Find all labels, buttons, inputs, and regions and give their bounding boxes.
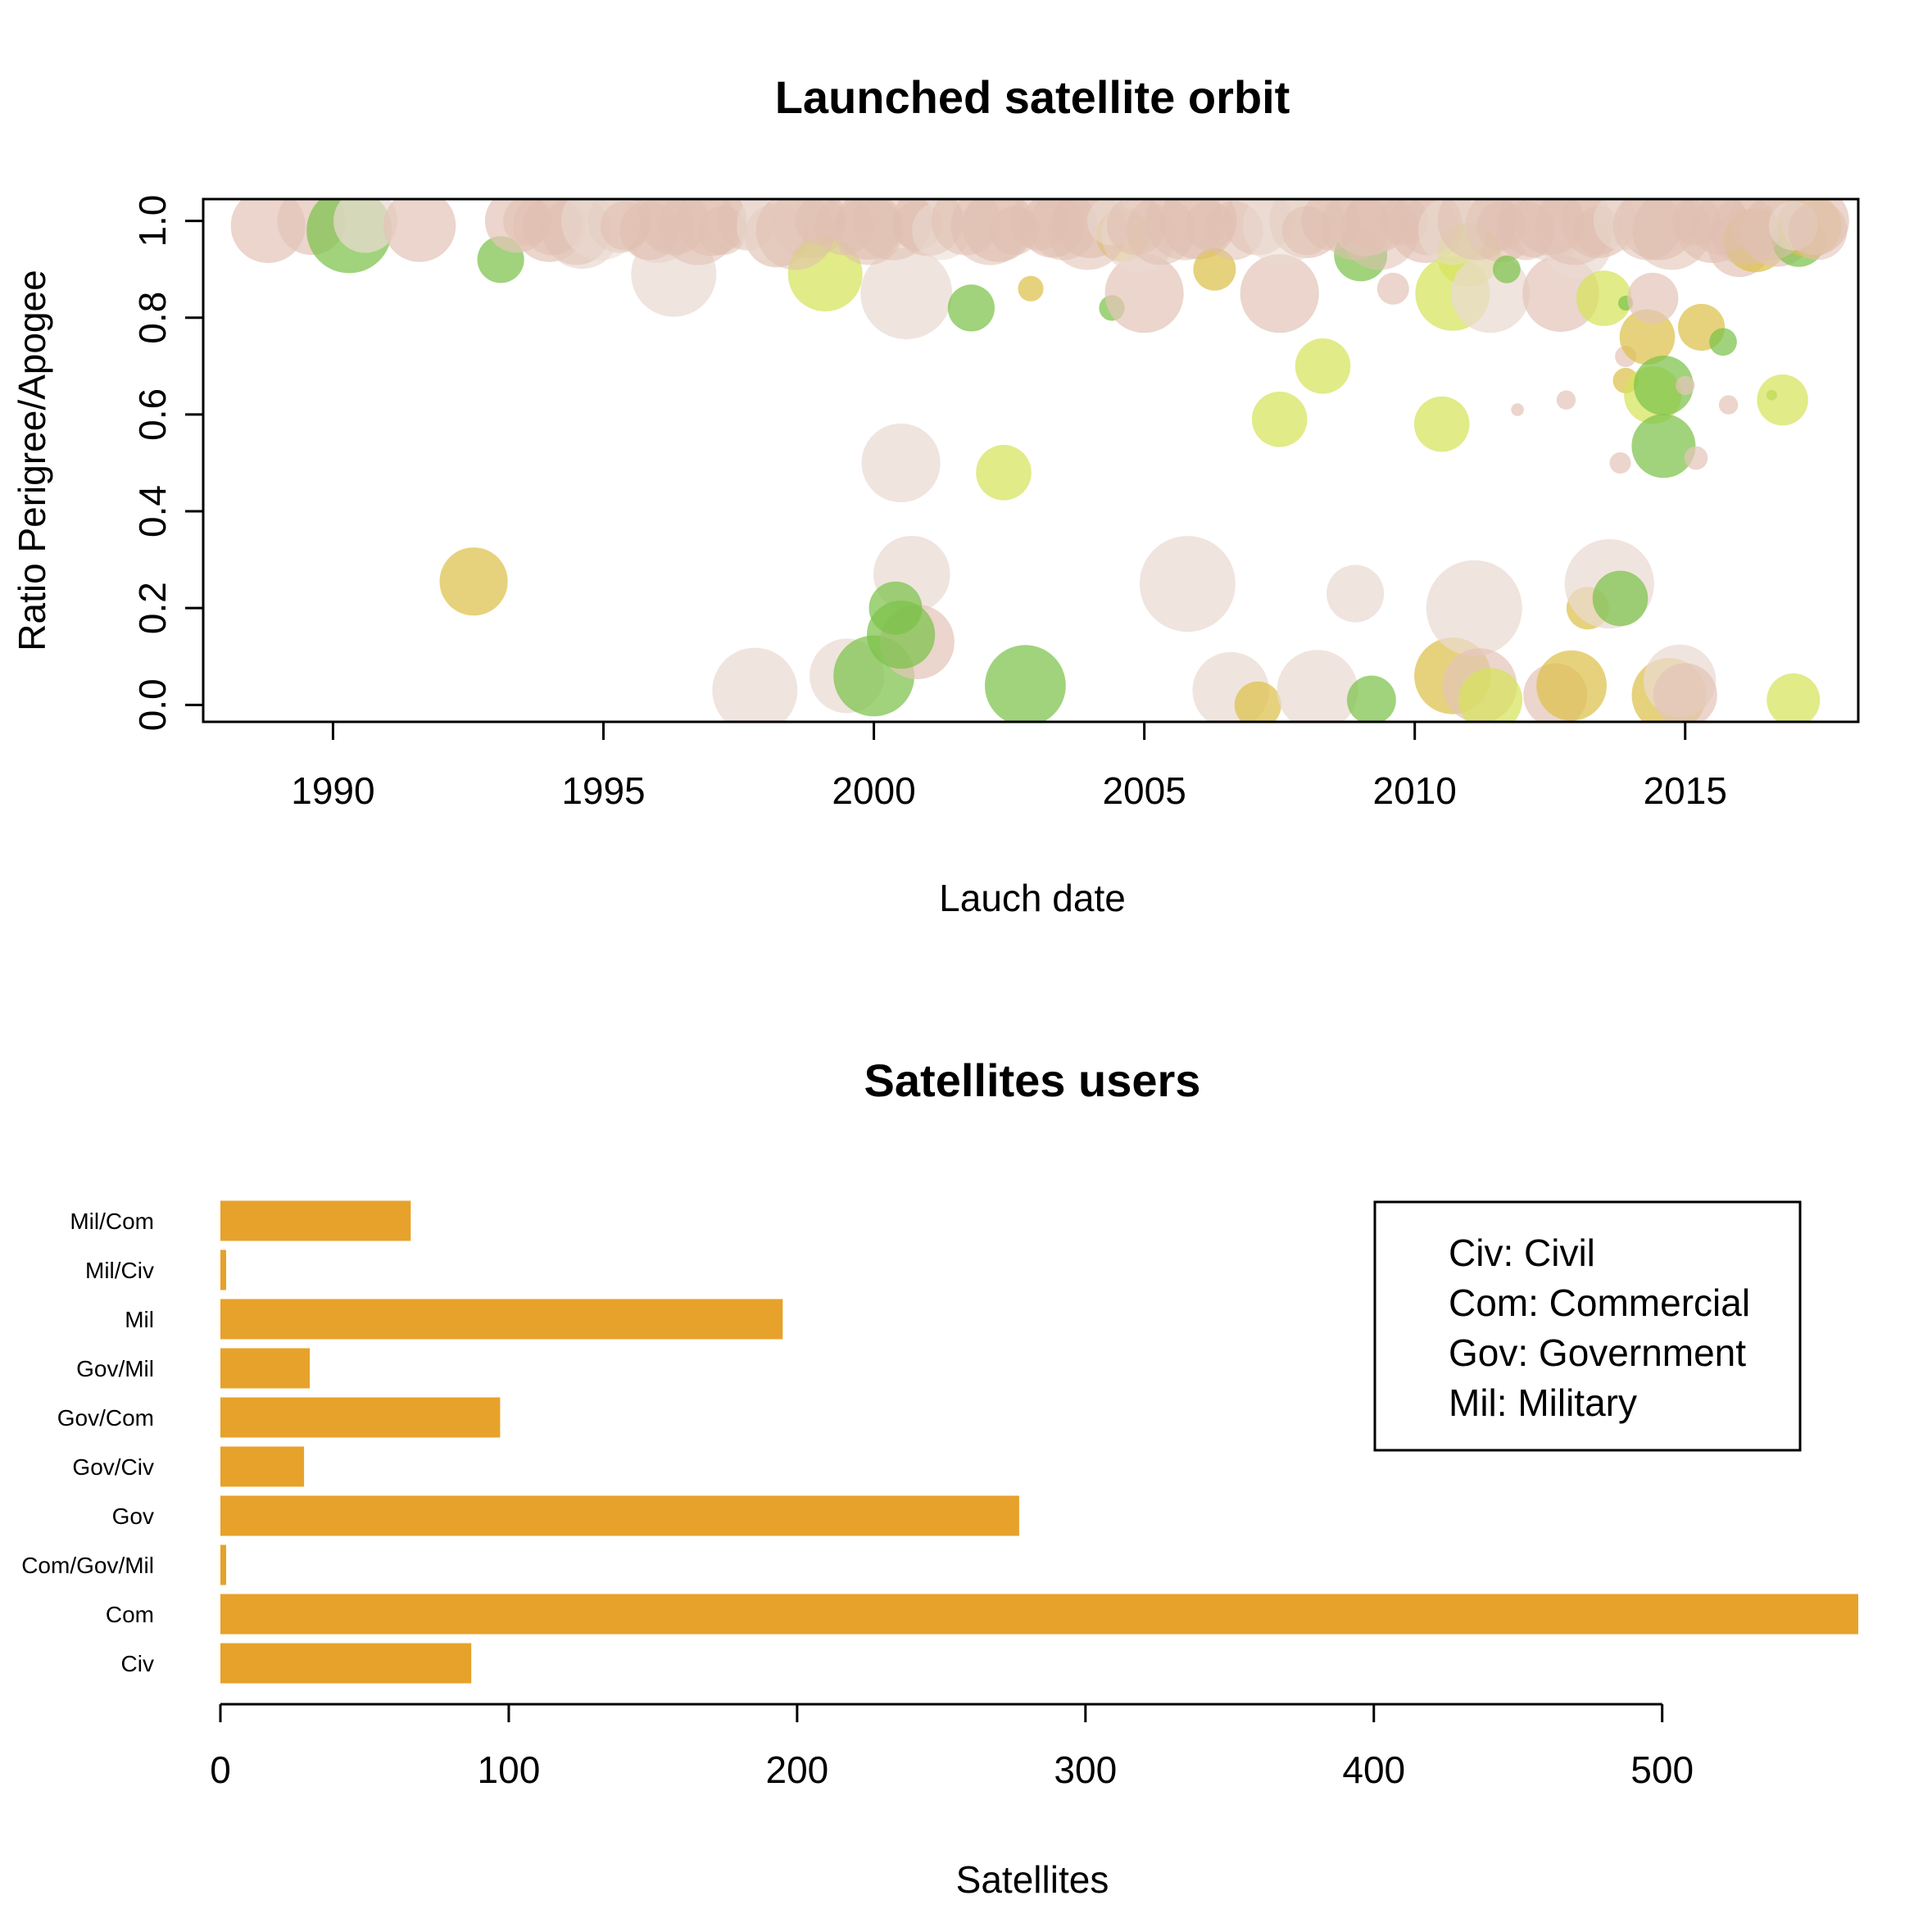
- x-tick-label: 500: [1630, 1748, 1694, 1791]
- scatter-point: [1788, 201, 1848, 261]
- bar: [220, 1495, 1019, 1536]
- scatter-point: [1556, 390, 1576, 410]
- legend-item: Mil: Military: [1449, 1381, 1637, 1424]
- category-label: Mil/Civ: [85, 1258, 154, 1283]
- x-tick-label: 200: [765, 1748, 828, 1791]
- scatter-points: [230, 199, 1849, 722]
- category-label: Gov: [112, 1503, 154, 1529]
- scatter-point: [1458, 668, 1523, 722]
- scatter-point: [1234, 681, 1281, 722]
- x-tick-label: 2000: [832, 769, 915, 812]
- x-tick-label: 2005: [1102, 769, 1186, 812]
- bar: [220, 1348, 311, 1389]
- scatter-point: [1413, 396, 1470, 452]
- scatter-point: [1576, 270, 1632, 326]
- category-label: Mil: [125, 1307, 154, 1332]
- scatter-point: [1277, 650, 1358, 722]
- x-tick-label: 100: [478, 1748, 541, 1791]
- scatter-x-axis-title: Lauch date: [939, 877, 1126, 919]
- category-label: Gov/Mil: [76, 1356, 154, 1381]
- bars: Civ Com Com/Gov/Mil Gov Gov/Civ Gov/Com Gov/Mi…: [21, 1200, 1858, 1684]
- category-label: Com/Gov/Mil: [21, 1553, 154, 1578]
- scatter-x-axis: 1990 1995 2000 2005 2010 2015: [291, 720, 1727, 812]
- bar-x-axis-title: Satellites: [956, 1858, 1109, 1901]
- scatter-point: [1653, 663, 1717, 722]
- scatter-point: [1684, 446, 1708, 470]
- scatter-point: [1592, 570, 1649, 627]
- category-label: Gov/Civ: [72, 1454, 154, 1480]
- bar: [220, 1643, 472, 1684]
- category-label: Civ: [121, 1651, 154, 1676]
- x-tick-label: 2015: [1644, 769, 1727, 812]
- bar: [220, 1594, 1858, 1635]
- scatter-point: [1676, 375, 1695, 396]
- scatter-point: [333, 199, 397, 253]
- x-tick-label: 2010: [1373, 769, 1457, 812]
- scatter-point: [947, 284, 995, 332]
- bar: [220, 1299, 783, 1340]
- scatter-point: [1251, 392, 1308, 447]
- scatter-y-axis-title: Ratio Perigree/Apogee: [11, 270, 53, 651]
- scatter-point: [985, 645, 1066, 722]
- scatter-y-axis: 0.0 0.2 0.4 0.6 0.8 1.0: [131, 195, 205, 731]
- scatter-point: [860, 247, 953, 340]
- x-tick-label: 400: [1342, 1748, 1405, 1791]
- legend-item: Gov: Government: [1449, 1331, 1746, 1374]
- x-tick-label: 0: [210, 1748, 231, 1791]
- y-tick-label: 0.0: [131, 678, 174, 731]
- scatter-point: [1295, 338, 1351, 394]
- scatter-point: [1327, 565, 1385, 623]
- scatter-point: [1619, 309, 1676, 365]
- category-label: Mil/Com: [70, 1209, 154, 1234]
- legend-item: Com: Commercial: [1449, 1281, 1750, 1324]
- legend-box: [1373, 1200, 1802, 1452]
- scatter-point: [1426, 560, 1522, 656]
- bar-chart: Satellites users Civ Com Com/Gov/Mil Gov Gov…: [21, 1054, 1858, 1901]
- bar: [220, 1397, 501, 1438]
- y-tick-label: 0.8: [131, 292, 174, 344]
- scatter-point: [439, 547, 508, 616]
- x-tick-label: 1995: [561, 769, 645, 812]
- bar: [220, 1544, 226, 1585]
- scatter-point: [1347, 675, 1396, 722]
- scatter-point: [861, 423, 941, 503]
- scatter-point: [1536, 650, 1607, 721]
- x-tick-label: 1990: [291, 769, 374, 812]
- legend: Civ: Civil Com: Commercial Gov: Governme…: [1373, 1200, 1802, 1452]
- legend-item: Civ: Civil: [1449, 1231, 1595, 1274]
- scatter-point: [1493, 255, 1521, 283]
- scatter-point: [1376, 272, 1409, 305]
- y-tick-label: 0.6: [131, 388, 174, 441]
- scatter-title: Launched satellite orbit: [775, 71, 1290, 123]
- scatter-point: [1609, 452, 1631, 474]
- category-label: Gov/Com: [57, 1405, 154, 1431]
- y-tick-label: 0.4: [131, 485, 174, 537]
- scatter-point: [976, 445, 1032, 501]
- x-tick-label: 300: [1054, 1748, 1117, 1791]
- y-tick-label: 0.2: [131, 582, 174, 634]
- bar-title: Satellites users: [864, 1054, 1201, 1106]
- scatter-point: [712, 647, 798, 722]
- scatter-point: [1018, 275, 1044, 302]
- scatter-point: [1240, 254, 1319, 333]
- scatter-point: [1104, 254, 1184, 333]
- scatter-point: [1757, 374, 1808, 426]
- bar: [220, 1249, 226, 1290]
- scatter-chart: Launched satellite orbit 1990 1995 2000 200…: [11, 71, 1860, 919]
- scatter-point: [383, 199, 456, 262]
- scatter-point: [1139, 536, 1236, 633]
- bar-x-axis: 0 100 200 300 400 500: [210, 1703, 1694, 1791]
- y-tick-label: 1.0: [131, 195, 174, 247]
- scatter-point: [1511, 403, 1524, 416]
- scatter-point: [1631, 414, 1696, 478]
- scatter-point: [1627, 272, 1679, 324]
- scatter-point: [1766, 673, 1821, 722]
- scatter-point: [1634, 356, 1694, 415]
- scatter-point: [1718, 395, 1739, 415]
- scatter-point: [867, 601, 936, 669]
- bar: [220, 1446, 305, 1487]
- category-label: Com: [106, 1602, 154, 1627]
- bar: [220, 1200, 411, 1241]
- scatter-point: [1709, 328, 1737, 356]
